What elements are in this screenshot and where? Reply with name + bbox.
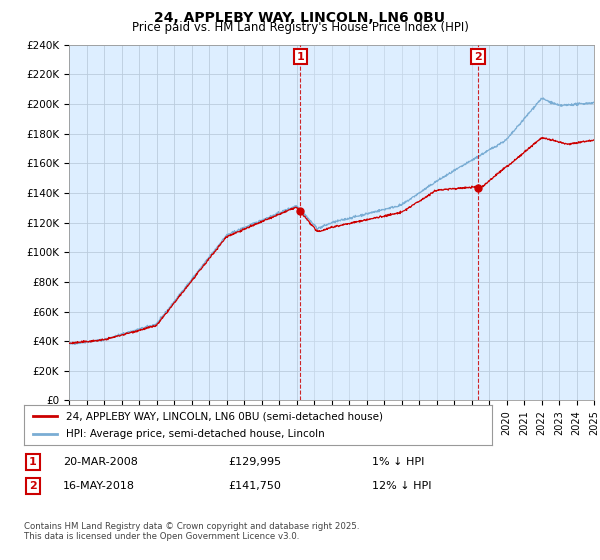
- Text: 2: 2: [29, 481, 37, 491]
- Text: £129,995: £129,995: [228, 457, 281, 467]
- Text: 24, APPLEBY WAY, LINCOLN, LN6 0BU (semi-detached house): 24, APPLEBY WAY, LINCOLN, LN6 0BU (semi-…: [66, 411, 383, 421]
- Text: 20-MAR-2008: 20-MAR-2008: [63, 457, 138, 467]
- Text: 1: 1: [29, 457, 37, 467]
- Text: £141,750: £141,750: [228, 481, 281, 491]
- Text: 24, APPLEBY WAY, LINCOLN, LN6 0BU: 24, APPLEBY WAY, LINCOLN, LN6 0BU: [155, 11, 445, 25]
- Text: 16-MAY-2018: 16-MAY-2018: [63, 481, 135, 491]
- Bar: [301, 45, 478, 400]
- Text: 2: 2: [474, 52, 482, 62]
- Text: Price paid vs. HM Land Registry's House Price Index (HPI): Price paid vs. HM Land Registry's House …: [131, 21, 469, 34]
- Text: 12% ↓ HPI: 12% ↓ HPI: [372, 481, 431, 491]
- Text: 1: 1: [296, 52, 304, 62]
- Text: Contains HM Land Registry data © Crown copyright and database right 2025.
This d: Contains HM Land Registry data © Crown c…: [24, 522, 359, 542]
- Text: 1% ↓ HPI: 1% ↓ HPI: [372, 457, 424, 467]
- Text: HPI: Average price, semi-detached house, Lincoln: HPI: Average price, semi-detached house,…: [66, 429, 325, 439]
